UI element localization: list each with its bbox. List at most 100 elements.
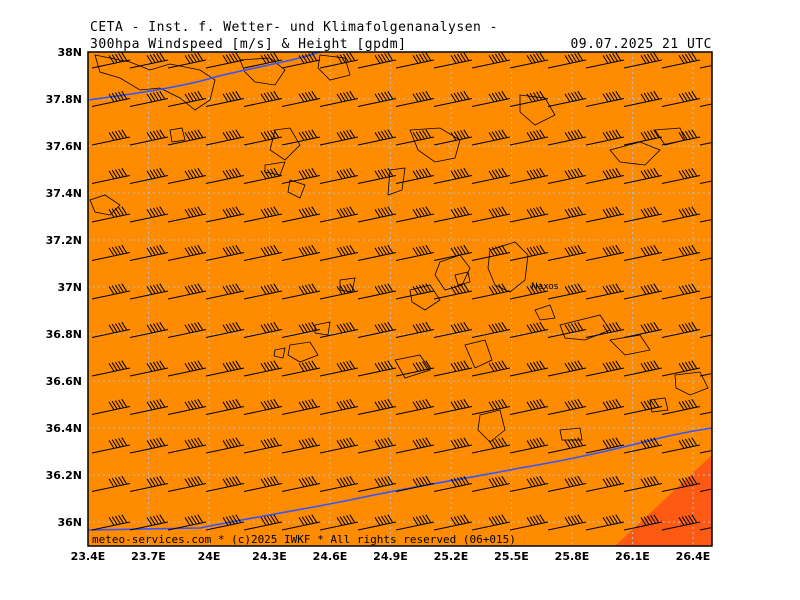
wind-barb bbox=[433, 437, 473, 454]
wind-barb bbox=[395, 360, 435, 377]
wind-barb bbox=[395, 206, 435, 223]
lon-tick-label: 25.2E bbox=[434, 550, 469, 563]
wind-barb bbox=[205, 514, 245, 531]
wind-barb bbox=[167, 437, 207, 454]
wind-barb bbox=[167, 475, 207, 492]
wind-barb bbox=[623, 90, 663, 107]
wind-barb bbox=[281, 283, 321, 300]
lon-tick-label: 24.9E bbox=[373, 550, 408, 563]
wind-barb bbox=[243, 52, 283, 69]
wind-barb bbox=[623, 321, 663, 338]
wind-barb bbox=[509, 283, 549, 300]
wind-barb bbox=[661, 90, 701, 107]
lon-tick-label: 24.3E bbox=[252, 550, 287, 563]
wind-barb bbox=[699, 334, 712, 338]
wind-barb bbox=[509, 475, 549, 492]
wind-barb bbox=[357, 90, 397, 107]
wind-barb bbox=[91, 167, 131, 184]
wind-barb bbox=[205, 52, 245, 69]
wind-barb bbox=[433, 514, 473, 531]
wind-barb bbox=[661, 167, 701, 184]
lat-tick-label: 36.4N bbox=[46, 422, 82, 435]
wind-barb bbox=[281, 167, 321, 184]
wind-barb bbox=[471, 129, 511, 146]
wind-barb bbox=[357, 360, 397, 377]
wind-barb bbox=[395, 129, 435, 146]
wind-barb bbox=[357, 206, 397, 223]
wind-barb bbox=[205, 360, 245, 377]
wind-barb bbox=[91, 129, 131, 146]
wind-barb bbox=[319, 360, 359, 377]
windspeed-field bbox=[88, 52, 712, 546]
wind-barb bbox=[319, 90, 359, 107]
latitude-labels: 38N 37.8N 37.6N 37.4N 37.2N 37N 36.8N 36.6N 36.4… bbox=[46, 46, 82, 529]
wind-barb bbox=[623, 514, 663, 531]
wind-barb bbox=[547, 90, 587, 107]
wind-barb bbox=[395, 244, 435, 261]
wind-barb bbox=[129, 206, 169, 223]
wind-barb bbox=[547, 52, 587, 69]
map-title-text: CETA - Inst. f. Wetter- und Klimafolgena… bbox=[90, 20, 499, 35]
wind-barb bbox=[357, 167, 397, 184]
wind-barb bbox=[585, 244, 625, 261]
lat-tick-label: 37.2N bbox=[46, 234, 82, 247]
wind-barb bbox=[509, 90, 549, 107]
wind-barb bbox=[395, 90, 435, 107]
windspeed-high-area bbox=[615, 455, 712, 546]
wind-barb bbox=[661, 244, 701, 261]
wind-barb bbox=[471, 514, 511, 531]
wind-barb bbox=[129, 52, 169, 69]
wind-barb bbox=[319, 321, 359, 338]
wind-barb bbox=[357, 475, 397, 492]
coastline bbox=[534, 304, 556, 321]
wind-barb bbox=[661, 360, 701, 377]
wind-barb bbox=[623, 206, 663, 223]
wind-barb bbox=[547, 244, 587, 261]
wind-barb bbox=[433, 244, 473, 261]
wind-barb bbox=[319, 475, 359, 492]
lon-tick-label: 24E bbox=[198, 550, 221, 563]
wind-barb bbox=[699, 295, 712, 300]
lon-tick-label: 26.4E bbox=[676, 550, 711, 563]
wind-barb bbox=[357, 244, 397, 261]
wind-barb bbox=[129, 129, 169, 146]
wind-barb bbox=[243, 398, 283, 415]
wind-barb bbox=[205, 167, 245, 184]
coastline bbox=[317, 54, 351, 81]
map-subtitle: 300hpa Windspeed [m/s] & Height [gpdm] bbox=[90, 37, 407, 52]
credit-footer: meteo-services.com * (c)2025 IWKF * All … bbox=[92, 533, 516, 546]
wind-barb bbox=[395, 475, 435, 492]
lon-tick-label: 25.8E bbox=[555, 550, 590, 563]
wind-barb bbox=[623, 398, 663, 415]
wind-barb bbox=[509, 129, 549, 146]
wind-barb bbox=[167, 90, 207, 107]
lat-tick-label: 36.2N bbox=[46, 469, 82, 482]
wind-barb bbox=[281, 514, 321, 531]
coastline bbox=[273, 347, 286, 359]
lat-tick-label: 37.4N bbox=[46, 187, 82, 200]
wind-barb bbox=[243, 90, 283, 107]
wind-barb bbox=[319, 398, 359, 415]
wind-barb bbox=[129, 514, 169, 531]
wind-barb bbox=[547, 398, 587, 415]
wind-barb bbox=[281, 244, 321, 261]
height-contour bbox=[88, 427, 712, 531]
wind-barb bbox=[357, 52, 397, 69]
wind-barb bbox=[395, 283, 435, 300]
wind-barb bbox=[585, 167, 625, 184]
coastline bbox=[454, 271, 471, 286]
lon-tick-label: 24.6E bbox=[313, 550, 348, 563]
wind-barb bbox=[167, 514, 207, 531]
wind-barb bbox=[281, 129, 321, 146]
wind-barb bbox=[243, 514, 283, 531]
coastline bbox=[519, 94, 556, 126]
wind-barb bbox=[471, 475, 511, 492]
wind-barb bbox=[357, 437, 397, 454]
wind-barb bbox=[129, 398, 169, 415]
longitude-labels: 23.4E 23.7E 24E 24.3E 24.6E 24.9E 25.2E 25.5E 25… bbox=[71, 550, 711, 563]
coastlines bbox=[89, 54, 709, 443]
coastline bbox=[264, 161, 286, 176]
wind-barb bbox=[547, 437, 587, 454]
grid-lines bbox=[88, 52, 712, 546]
